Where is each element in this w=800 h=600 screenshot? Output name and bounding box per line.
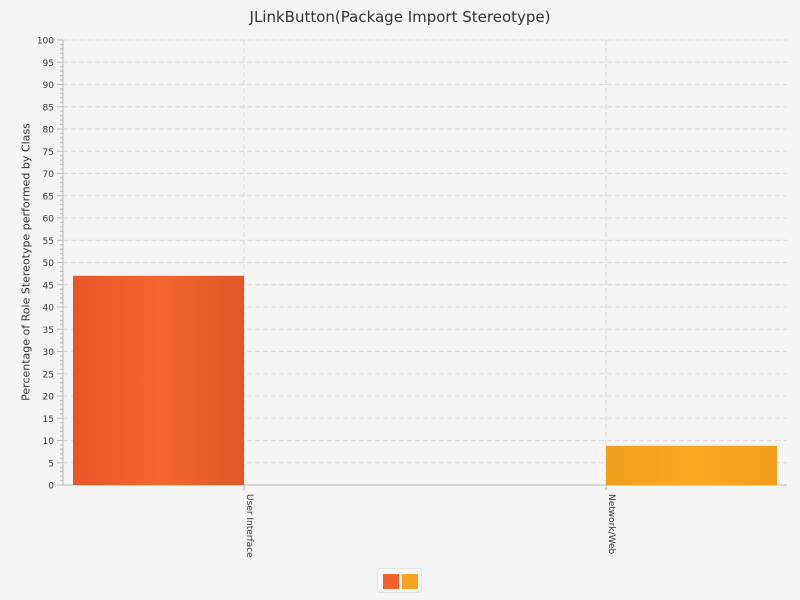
x-tick-label: Network/Web [606,494,616,555]
y-tick-label: 30 [43,348,55,358]
y-tick-label: 15 [43,415,54,425]
y-tick-label: 95 [43,59,54,69]
y-tick-label: 5 [48,459,54,469]
y-tick-label: 10 [43,437,55,447]
y-tick-label: 85 [43,103,54,113]
y-tick-label: 90 [43,81,55,91]
y-tick-label: 75 [43,148,54,158]
y-tick-label: 45 [43,281,54,291]
legend-swatch-series-2 [402,574,418,589]
y-tick-label: 35 [43,326,54,336]
y-tick-label: 70 [43,170,55,180]
y-tick-label: 55 [43,237,54,247]
y-tick-label: 80 [43,126,55,136]
y-tick-label: 40 [43,304,55,314]
y-tick-label: 20 [43,393,55,403]
legend [377,568,422,593]
chart-title: JLinkButton(Package Import Stereotype) [249,8,551,26]
legend-swatch-series-1 [383,574,399,589]
x-tick-label: User Interface [244,494,254,558]
y-tick-label: 50 [43,259,55,269]
y-tick-label: 100 [37,37,54,47]
bar-2-2 [606,445,777,485]
y-tick-label: 60 [43,215,55,225]
bar-1-1 [73,275,244,485]
y-tick-label: 25 [43,370,54,380]
y-tick-label: 0 [48,482,54,492]
y-tick-label: 65 [43,192,54,202]
